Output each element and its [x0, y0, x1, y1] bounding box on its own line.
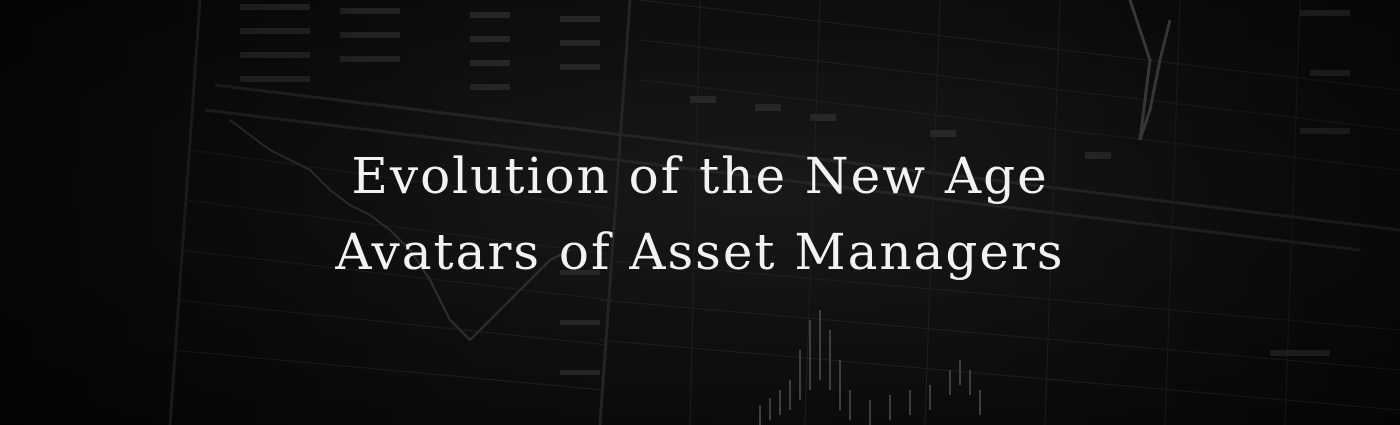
title-line-1: Evolution of the New Age [351, 147, 1049, 205]
title-line-2: Avatars of Asset Managers [335, 223, 1065, 281]
page-title: Evolution of the New Age Avatars of Asse… [0, 138, 1400, 290]
